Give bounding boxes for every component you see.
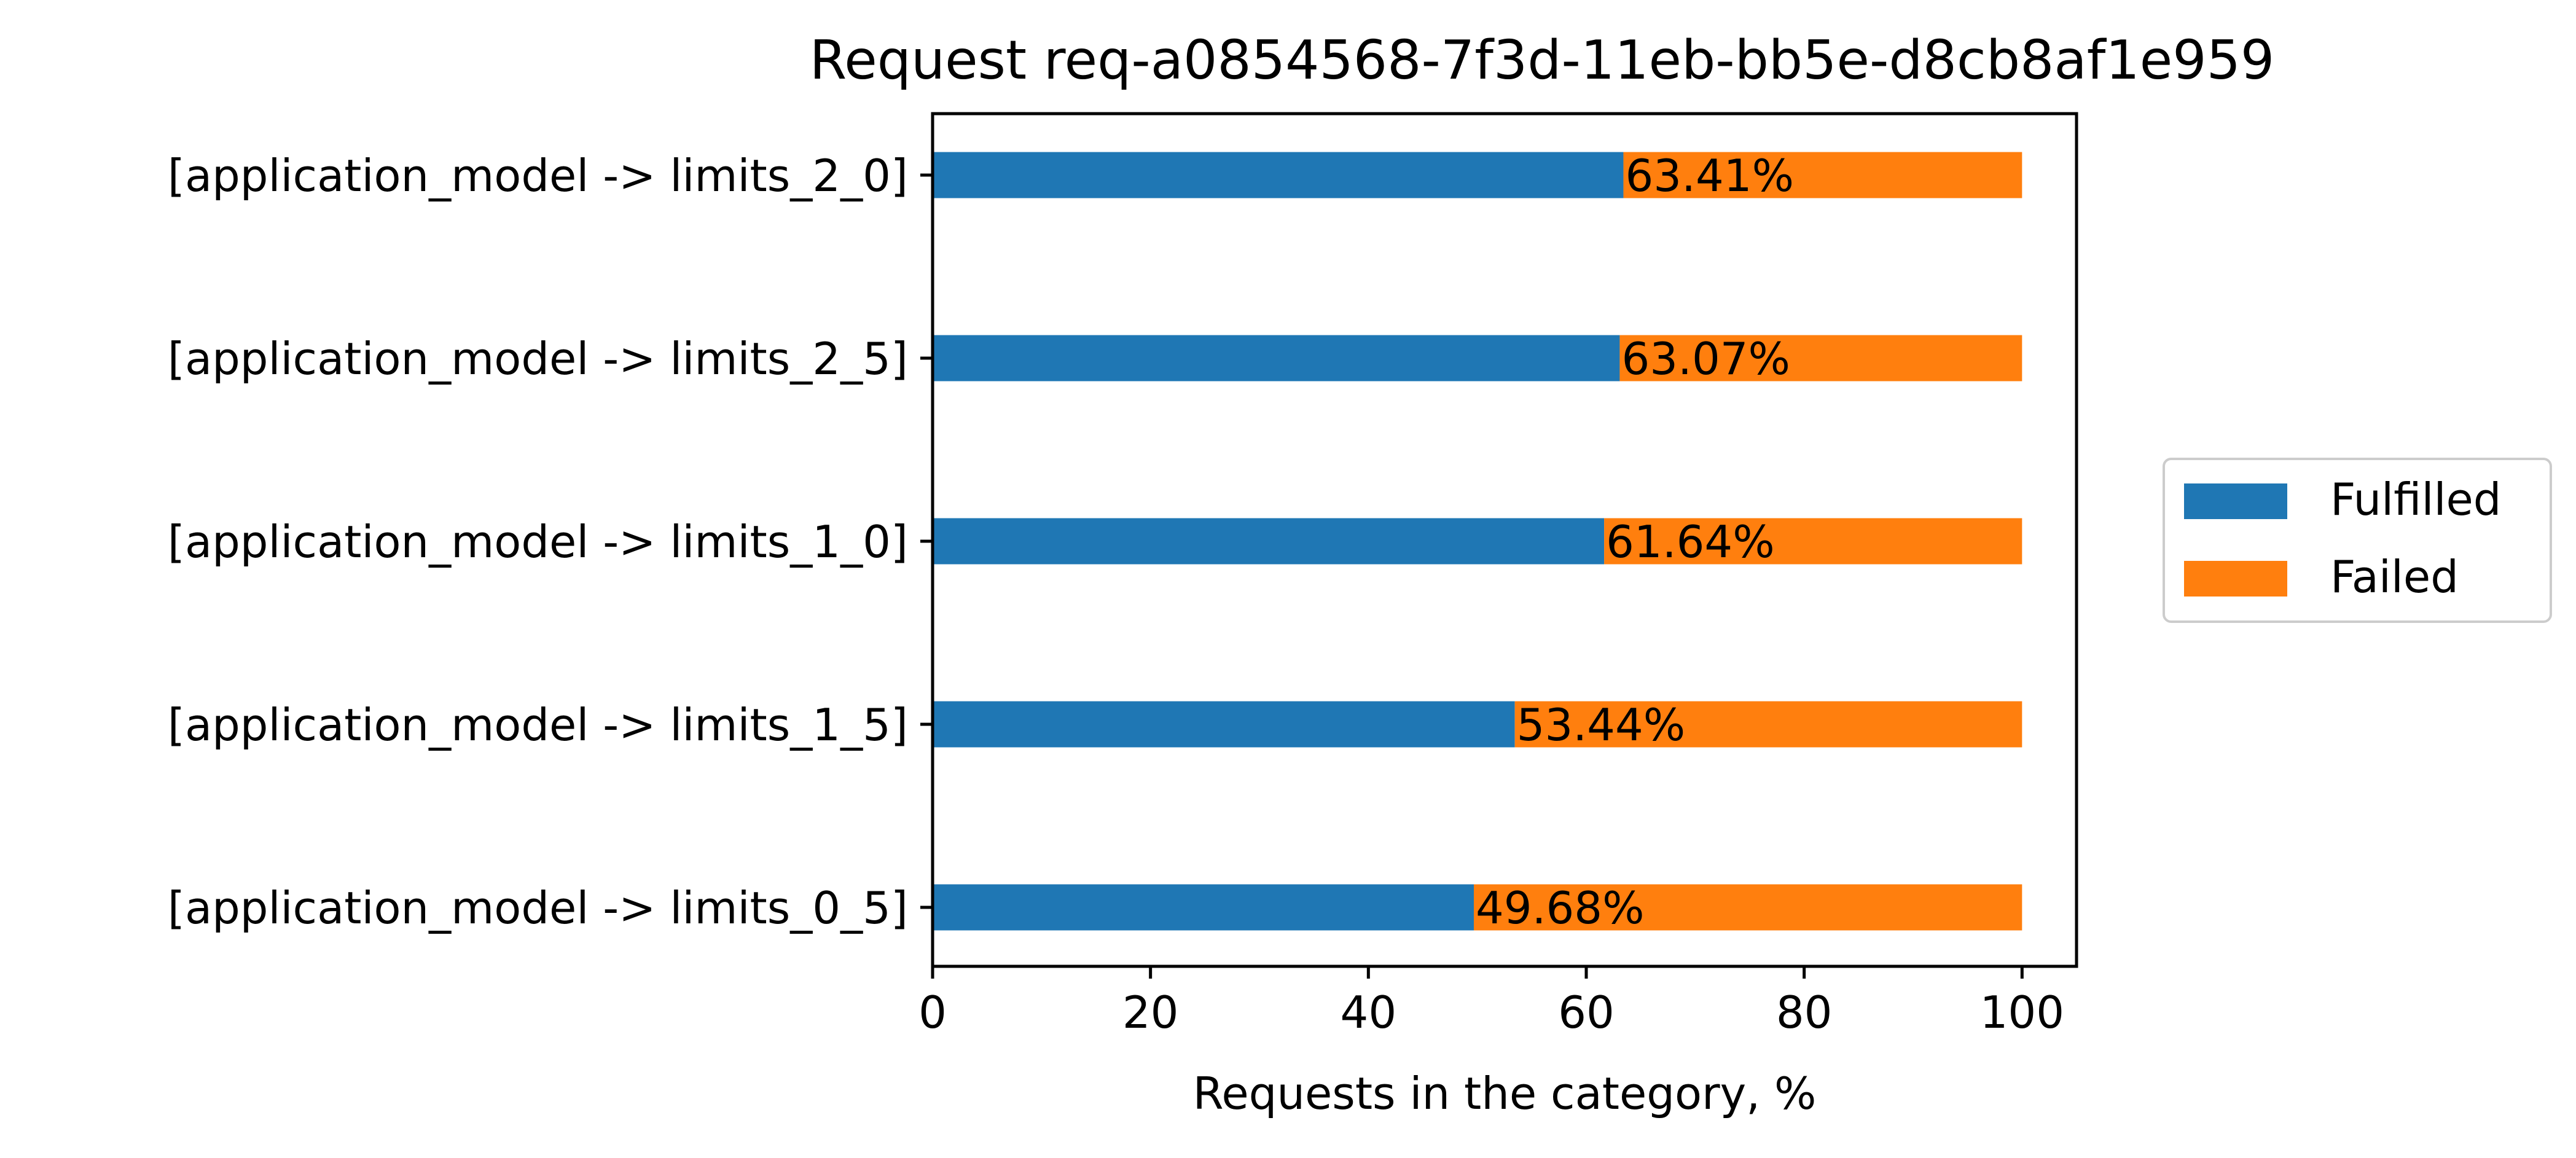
data-label-1: 63.07% <box>1621 333 1790 385</box>
data-label-4: 49.68% <box>1476 882 1645 934</box>
chart-title: Request req-a0854568-7f3d-11eb-bb5e-d8cb… <box>810 29 2275 92</box>
x-tick-label-3: 60 <box>1558 987 1615 1038</box>
y-tick-label-2: [application_model -> limits_1_0] <box>168 516 908 568</box>
bar-failed-1 <box>1619 335 2022 381</box>
data-label-2: 61.64% <box>1606 516 1775 568</box>
bar-failed-0 <box>1623 152 2022 198</box>
bar-failed-2 <box>1604 518 2022 565</box>
x-tick-label-5: 100 <box>1980 987 2064 1038</box>
x-tick-label-2: 40 <box>1341 987 1397 1038</box>
y-axis: [application_model -> limits_2_0] [applic… <box>168 150 933 934</box>
legend-swatch-fulfilled <box>2184 483 2287 519</box>
x-tick-label-4: 80 <box>1776 987 1833 1038</box>
y-tick-label-3: [application_model -> limits_1_5] <box>168 699 908 751</box>
legend-label-fulfilled: Fulfilled <box>2330 474 2501 525</box>
legend: Fulfilled Failed <box>2163 458 2552 623</box>
bar-failed-4 <box>1473 884 2022 931</box>
y-tick-label-0: [application_model -> limits_2_0] <box>168 150 908 201</box>
bar-fulfilled-4 <box>933 884 1474 931</box>
data-label-0: 63.41% <box>1625 150 1794 201</box>
bar-fulfilled-2 <box>933 518 1605 565</box>
x-tick-label-0: 0 <box>918 987 947 1038</box>
x-axis-title: Requests in the category, % <box>1193 1068 1817 1119</box>
bar-failed-3 <box>1514 701 2022 748</box>
y-tick-label-1: [application_model -> limits_2_5] <box>168 333 908 385</box>
x-tick-label-1: 20 <box>1122 987 1179 1038</box>
x-axis: 0 20 40 60 80 100 <box>918 966 2064 1038</box>
legend-label-failed: Failed <box>2330 551 2459 603</box>
legend-swatch-failed <box>2184 561 2287 597</box>
y-tick-label-4: [application_model -> limits_0_5] <box>168 882 908 934</box>
plot-area: 63.41% 63.07% 61.64% 53.44% 49.68% <box>933 150 2022 934</box>
bar-fulfilled-3 <box>933 701 1515 748</box>
bar-fulfilled-1 <box>933 335 1620 381</box>
bar-fulfilled-0 <box>933 152 1624 198</box>
data-label-3: 53.44% <box>1517 699 1686 751</box>
